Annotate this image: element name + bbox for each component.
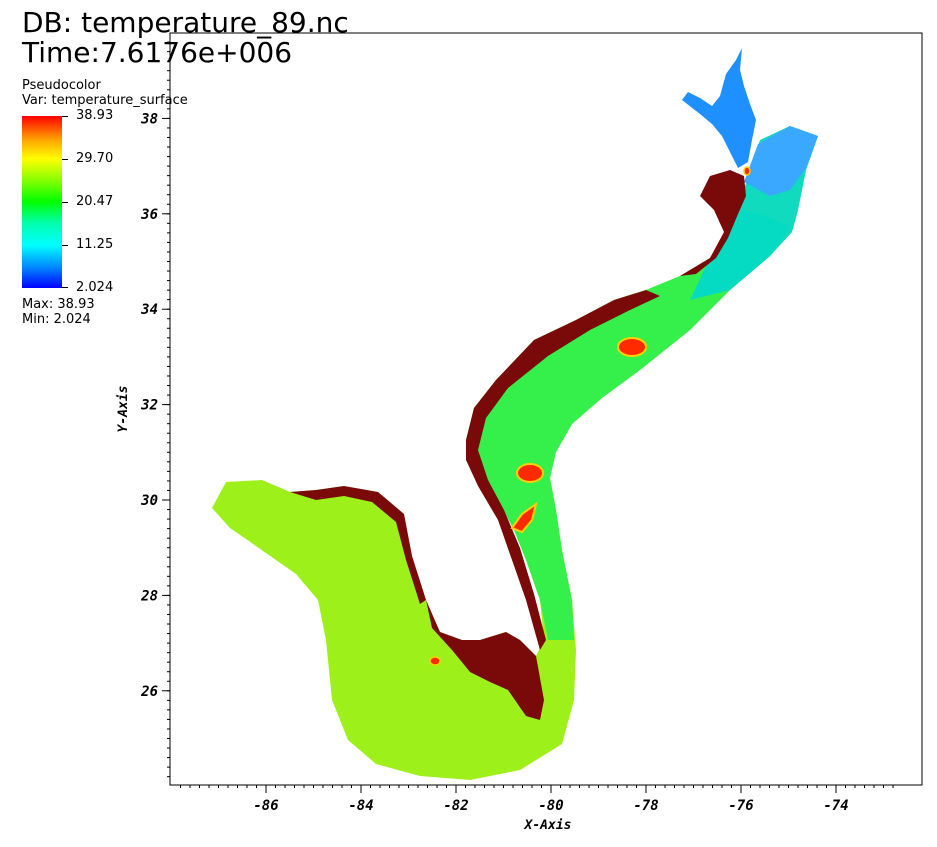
hotspot <box>510 501 538 534</box>
colorbar-label: 38.93 <box>76 108 114 123</box>
x-tick-label: -84 <box>348 798 373 814</box>
colorbar-label: 20.47 <box>76 194 114 209</box>
y-tick-label: 38 <box>140 111 158 127</box>
hotspot <box>743 166 751 176</box>
colorbar-tick <box>62 159 68 160</box>
y-axis: 38 36 34 32 30 28 26 <box>140 41 170 778</box>
x-tick-label: -76 <box>728 798 753 814</box>
x-tick-label: -82 <box>443 798 468 814</box>
hotspot <box>617 337 647 357</box>
ocean-region-cold <box>744 126 818 196</box>
colorbar-label: 11.25 <box>76 237 114 252</box>
ocean-region-mid <box>466 210 790 640</box>
colorbar-tick <box>62 287 68 288</box>
y-tick-label: 34 <box>140 302 158 318</box>
y-axis-title: Y-Axis <box>116 386 131 433</box>
plot-frame <box>169 32 923 786</box>
chesapeake-bay <box>682 48 756 168</box>
y-tick-label: 26 <box>140 684 158 700</box>
min-value-label: Min: 2.024 <box>22 312 91 327</box>
x-tick-label: -80 <box>538 798 563 814</box>
variable-label: Var: temperature_surface <box>22 93 188 108</box>
x-axis: -86 -84 -82 -80 -78 -76 -74 <box>180 785 894 814</box>
x-tick-label: -78 <box>633 798 658 814</box>
colorbar-tick <box>62 202 68 203</box>
y-tick-label: 36 <box>140 207 158 223</box>
temperature-field <box>212 48 818 780</box>
hotspot <box>516 463 544 483</box>
colorbar-tick <box>62 116 68 117</box>
carolina-sounds-land <box>680 170 746 276</box>
x-tick-label: -74 <box>823 798 848 814</box>
x-axis-title: X-Axis <box>524 818 572 833</box>
y-tick-label: 28 <box>140 588 158 604</box>
colorbar-label: 2.024 <box>76 280 114 295</box>
x-tick-label: -86 <box>253 798 278 814</box>
colorbar-tick <box>62 245 68 246</box>
time-title: Time:7.6176e+006 <box>22 36 293 69</box>
plot-type-label: Pseudocolor <box>22 78 101 93</box>
colorbar <box>22 116 62 288</box>
max-value-label: Max: 38.93 <box>22 297 95 312</box>
gulf-coast-land <box>290 486 426 604</box>
florida-west-marsh <box>426 600 544 720</box>
atlantic-coast-marsh <box>466 290 660 650</box>
colorbar-label: 29.70 <box>76 151 114 166</box>
y-tick-label: 32 <box>140 398 158 414</box>
hotspot <box>429 656 441 666</box>
y-tick-label: 30 <box>140 493 158 509</box>
